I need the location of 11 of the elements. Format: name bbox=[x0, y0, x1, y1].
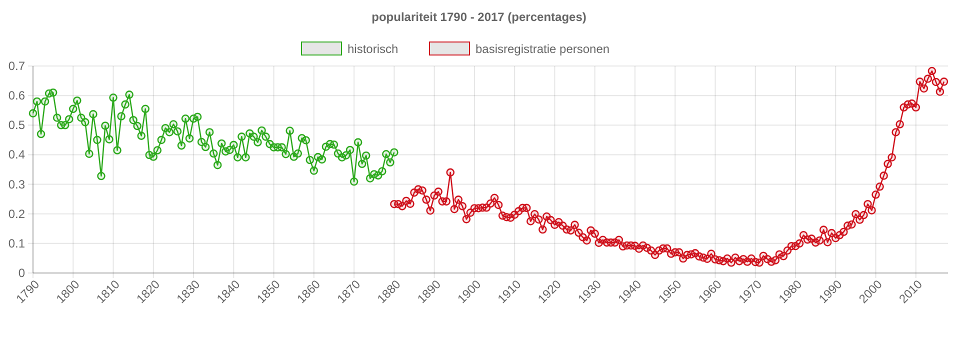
y-tick-label: 0.2 bbox=[8, 206, 26, 221]
y-tick-label: 0.3 bbox=[8, 177, 26, 192]
y-tick-label: 0.7 bbox=[8, 59, 26, 73]
y-tick-label: 0.1 bbox=[8, 236, 26, 250]
y-tick-label: 0.6 bbox=[8, 88, 26, 103]
legend-label: historisch bbox=[348, 42, 398, 56]
y-tick-label: 0 bbox=[18, 266, 26, 280]
chart-title: populariteit 1790 - 2017 (percentages) bbox=[372, 10, 586, 24]
legend-label: basisregistratie personen bbox=[476, 42, 610, 56]
y-tick-label: 0.5 bbox=[8, 118, 26, 132]
y-tick-label: 0.4 bbox=[8, 148, 26, 162]
